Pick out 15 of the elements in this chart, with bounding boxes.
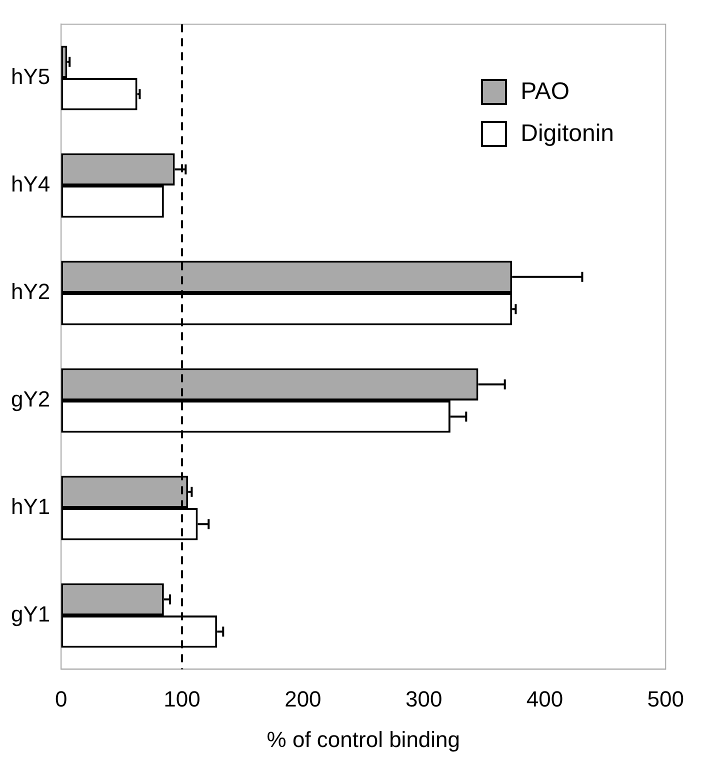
y-tick-label: hY1 bbox=[10, 494, 50, 520]
x-tick-label: 100 bbox=[164, 686, 200, 712]
x-tick-label: 200 bbox=[284, 686, 322, 712]
legend-label: PAO bbox=[520, 78, 570, 106]
x-tick-label: 500 bbox=[647, 686, 684, 712]
y-tick-label: hY5 bbox=[10, 64, 50, 90]
x-tick-label: 300 bbox=[405, 686, 442, 712]
x-tick-label: 400 bbox=[526, 686, 564, 712]
y-tick-label: hY2 bbox=[10, 279, 50, 304]
text: Digitonin bbox=[520, 120, 614, 148]
y-tick-label: hY4 bbox=[10, 172, 50, 197]
y-tick-label: gY1 bbox=[10, 602, 50, 627]
x-tick-label: 0 bbox=[55, 686, 68, 712]
x-axis-title: % of control binding bbox=[266, 726, 460, 752]
y-tick-label: gY2 bbox=[10, 386, 50, 412]
